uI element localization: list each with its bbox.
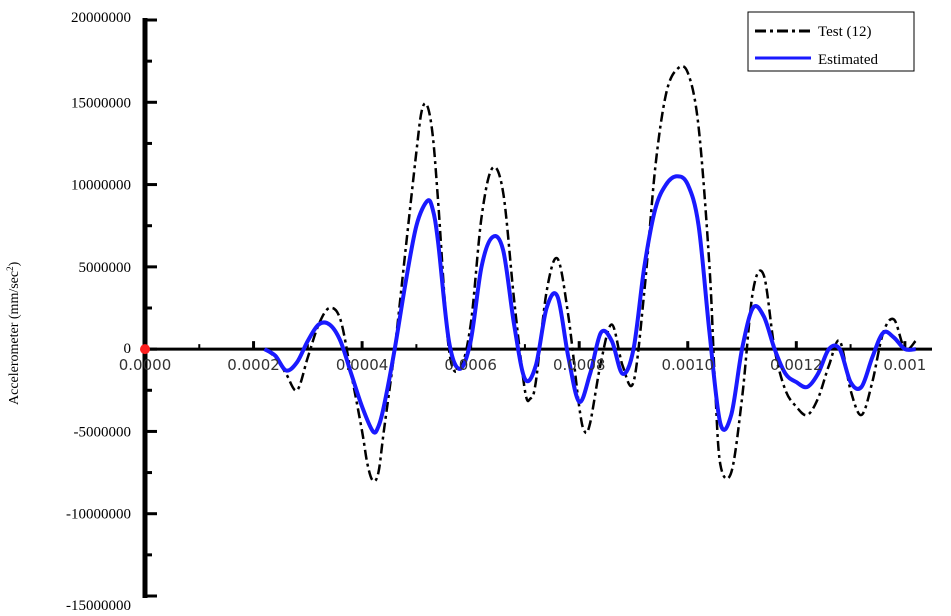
x-tick-label: 0.0010 xyxy=(662,356,715,374)
x-tick-label: 0.0008 xyxy=(553,356,606,374)
series-line-estimated xyxy=(263,174,916,435)
series-line-test xyxy=(263,64,917,483)
y-tick-label: 0 xyxy=(124,341,132,357)
origin-marker xyxy=(140,344,150,355)
x-tick-label: 0.0002 xyxy=(227,356,280,374)
y-tick-label: 20000000 xyxy=(71,10,131,26)
y-axis-title: Accelerometer (mm/sec2) xyxy=(5,261,22,405)
legend-box xyxy=(747,11,915,72)
y-tick-labels: 20000000 15000000 10000000 5000000 0 -5000000… xyxy=(66,10,131,614)
x-tick-label: 0.0012 xyxy=(770,356,823,374)
y-tick-label: -10000000 xyxy=(66,507,131,523)
y-tick-label: 5000000 xyxy=(79,260,132,276)
series-layer xyxy=(263,64,917,483)
x-tick-label: 0.0000 xyxy=(119,356,172,374)
x-tick-label: 0.001 xyxy=(883,356,926,374)
y-tick-label: 15000000 xyxy=(71,95,131,111)
legend-label-test: Test (12) xyxy=(818,24,872,40)
x-tick-label: 0.0004 xyxy=(336,356,389,374)
x-tick-labels: 0.0000 0.0002 0.0004 0.0006 0.0008 0.0010 0.00… xyxy=(119,356,927,374)
y-tick-label: 10000000 xyxy=(71,178,131,194)
legend-label-estimated: Estimated xyxy=(818,52,878,68)
legend: Test (12) Estimated xyxy=(747,11,915,72)
x-tick-label: 0.0006 xyxy=(444,356,497,374)
y-tick-label: -15000000 xyxy=(66,598,131,614)
y-tick-label: -5000000 xyxy=(74,424,132,440)
